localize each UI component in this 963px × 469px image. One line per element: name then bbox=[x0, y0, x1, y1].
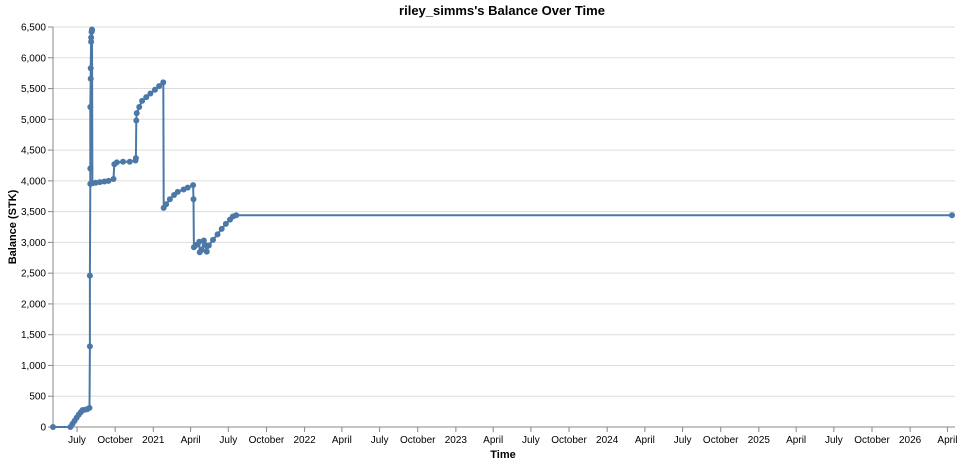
x-tick-label: April bbox=[635, 435, 655, 446]
data-point bbox=[50, 424, 56, 430]
chart-title: riley_simms's Balance Over Time bbox=[399, 3, 605, 18]
x-tick-label: July bbox=[219, 435, 237, 446]
data-point bbox=[203, 248, 210, 255]
data-point bbox=[88, 27, 95, 34]
data-point bbox=[86, 343, 93, 350]
data-point bbox=[156, 83, 163, 90]
data-point bbox=[190, 182, 197, 189]
data-point bbox=[163, 201, 170, 208]
x-tick-label: July bbox=[371, 435, 389, 446]
y-axis-title: Balance (STK) bbox=[7, 189, 19, 264]
x-tick-label: April bbox=[181, 435, 201, 446]
data-point bbox=[105, 177, 112, 184]
data-point bbox=[190, 196, 197, 203]
y-tick-label: 4,000 bbox=[21, 176, 46, 187]
data-point bbox=[205, 242, 212, 249]
y-tick-label: 500 bbox=[29, 392, 46, 403]
data-point bbox=[113, 159, 120, 166]
data-point bbox=[87, 104, 94, 110]
x-tick-label: 2026 bbox=[899, 435, 922, 446]
x-tick-label: October bbox=[97, 435, 133, 446]
y-tick-label: 0 bbox=[40, 423, 46, 434]
data-point bbox=[143, 94, 150, 101]
y-tick-label: 2,000 bbox=[21, 299, 46, 310]
x-axis: July October 2021 April July October 2022 April… bbox=[53, 426, 957, 446]
data-point bbox=[133, 110, 140, 117]
data-point bbox=[87, 75, 94, 82]
x-tick-label: July bbox=[825, 435, 843, 446]
data-point bbox=[136, 104, 143, 110]
y-tick-label: 1,500 bbox=[21, 330, 46, 341]
data-point bbox=[139, 97, 146, 104]
x-tick-label: July bbox=[68, 435, 86, 446]
data-point bbox=[110, 176, 117, 182]
data-point bbox=[133, 117, 140, 124]
data-point bbox=[166, 196, 173, 203]
y-tick-label: 1,000 bbox=[21, 361, 46, 372]
x-tick-label: 2022 bbox=[293, 435, 316, 446]
y-tick-label: 5,500 bbox=[21, 84, 46, 95]
data-point bbox=[120, 158, 127, 165]
data-point bbox=[86, 404, 93, 411]
data-point bbox=[184, 184, 191, 191]
x-tick-label: April bbox=[937, 435, 957, 446]
data-point bbox=[96, 179, 103, 186]
y-tick-label: 3,500 bbox=[21, 207, 46, 218]
x-tick-label: April bbox=[332, 435, 352, 446]
x-tick-label: April bbox=[483, 435, 503, 446]
y-tick-label: 6,000 bbox=[21, 53, 46, 64]
data-point bbox=[151, 86, 158, 93]
data-point bbox=[87, 165, 94, 172]
data-point bbox=[126, 158, 133, 165]
data-point bbox=[174, 188, 181, 195]
x-tick-label: April bbox=[786, 435, 806, 446]
data-point bbox=[949, 212, 955, 219]
x-tick-label: October bbox=[249, 435, 285, 446]
y-axis: 0 500 1,000 1,500 2,000 2,500 3,000 3,500 4,000 4… bbox=[21, 23, 54, 434]
data-point bbox=[233, 212, 240, 219]
y-tick-label: 4,500 bbox=[21, 146, 46, 157]
x-axis-title: Time bbox=[490, 449, 515, 461]
grid bbox=[53, 26, 955, 397]
balance-line bbox=[53, 29, 952, 428]
x-tick-label: July bbox=[674, 435, 692, 446]
data-point bbox=[214, 231, 221, 238]
x-tick-label: 2023 bbox=[445, 435, 468, 446]
x-tick-label: October bbox=[703, 435, 739, 446]
data-point bbox=[88, 34, 95, 41]
data-point bbox=[196, 238, 203, 245]
y-tick-label: 5,000 bbox=[21, 115, 46, 126]
x-tick-label: 2025 bbox=[748, 435, 771, 446]
y-tick-label: 3,000 bbox=[21, 238, 46, 249]
data-point bbox=[132, 155, 139, 162]
x-tick-label: 2021 bbox=[142, 435, 165, 446]
x-tick-label: October bbox=[400, 435, 436, 446]
x-tick-label: July bbox=[522, 435, 540, 446]
data-point bbox=[147, 90, 154, 97]
data-point bbox=[222, 220, 229, 227]
data-point bbox=[218, 225, 225, 232]
x-tick-label: October bbox=[854, 435, 890, 446]
data-point bbox=[198, 246, 205, 253]
data-point bbox=[160, 79, 167, 86]
data-point bbox=[86, 272, 93, 279]
y-tick-label: 2,500 bbox=[21, 269, 46, 280]
balance-series bbox=[50, 26, 955, 430]
x-tick-label: 2024 bbox=[596, 435, 619, 446]
data-point bbox=[88, 38, 95, 45]
x-tick-label: October bbox=[551, 435, 587, 446]
data-point bbox=[87, 65, 94, 72]
data-point bbox=[209, 236, 216, 243]
y-tick-label: 6,500 bbox=[21, 23, 46, 34]
